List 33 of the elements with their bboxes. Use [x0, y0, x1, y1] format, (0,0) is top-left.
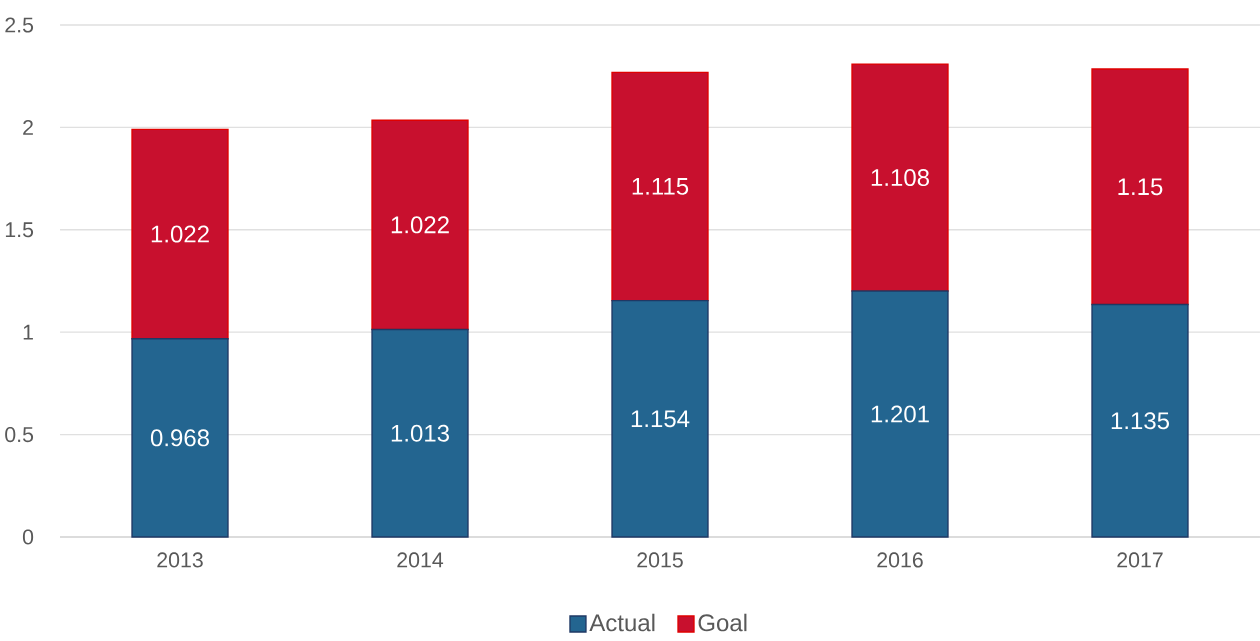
legend-label: Actual — [589, 613, 655, 632]
data-label: 0.968 — [150, 429, 209, 447]
bar — [1091, 68, 1189, 306]
x-tick-label: 2014 — [397, 552, 444, 568]
bar — [611, 71, 709, 302]
data-label: 1.135 — [1111, 412, 1170, 430]
bar — [1091, 303, 1189, 538]
data-label: 1.022 — [151, 225, 209, 243]
bar — [611, 299, 709, 538]
y-tick-label: 0 — [22, 529, 34, 545]
data-label: 1.201 — [871, 405, 929, 423]
y-tick-label: 1 — [23, 324, 33, 340]
x-tick-label: 2016 — [877, 552, 923, 568]
data-label: 1.154 — [631, 410, 690, 428]
bar — [131, 338, 229, 538]
x-tick-label: 2015 — [637, 552, 683, 568]
data-label: 1.022 — [391, 216, 449, 234]
y-tick-label: 0.5 — [5, 427, 34, 443]
y-tick-label: 2.5 — [5, 17, 34, 33]
bar — [851, 290, 949, 538]
data-label: 1.115 — [632, 178, 689, 195]
bar — [371, 119, 469, 331]
bar — [131, 128, 229, 340]
data-label: 1.15 — [1118, 178, 1163, 196]
y-tick-label: 2 — [23, 119, 33, 135]
data-label: 1.013 — [391, 424, 449, 442]
y-tick-label: 1.5 — [5, 222, 34, 238]
data-label: 1.108 — [871, 169, 929, 187]
x-tick-label: 2017 — [1117, 552, 1163, 568]
bar — [371, 328, 469, 538]
legend-label: Goal — [698, 613, 747, 632]
bar — [851, 63, 949, 292]
x-tick-label: 2013 — [157, 552, 203, 568]
